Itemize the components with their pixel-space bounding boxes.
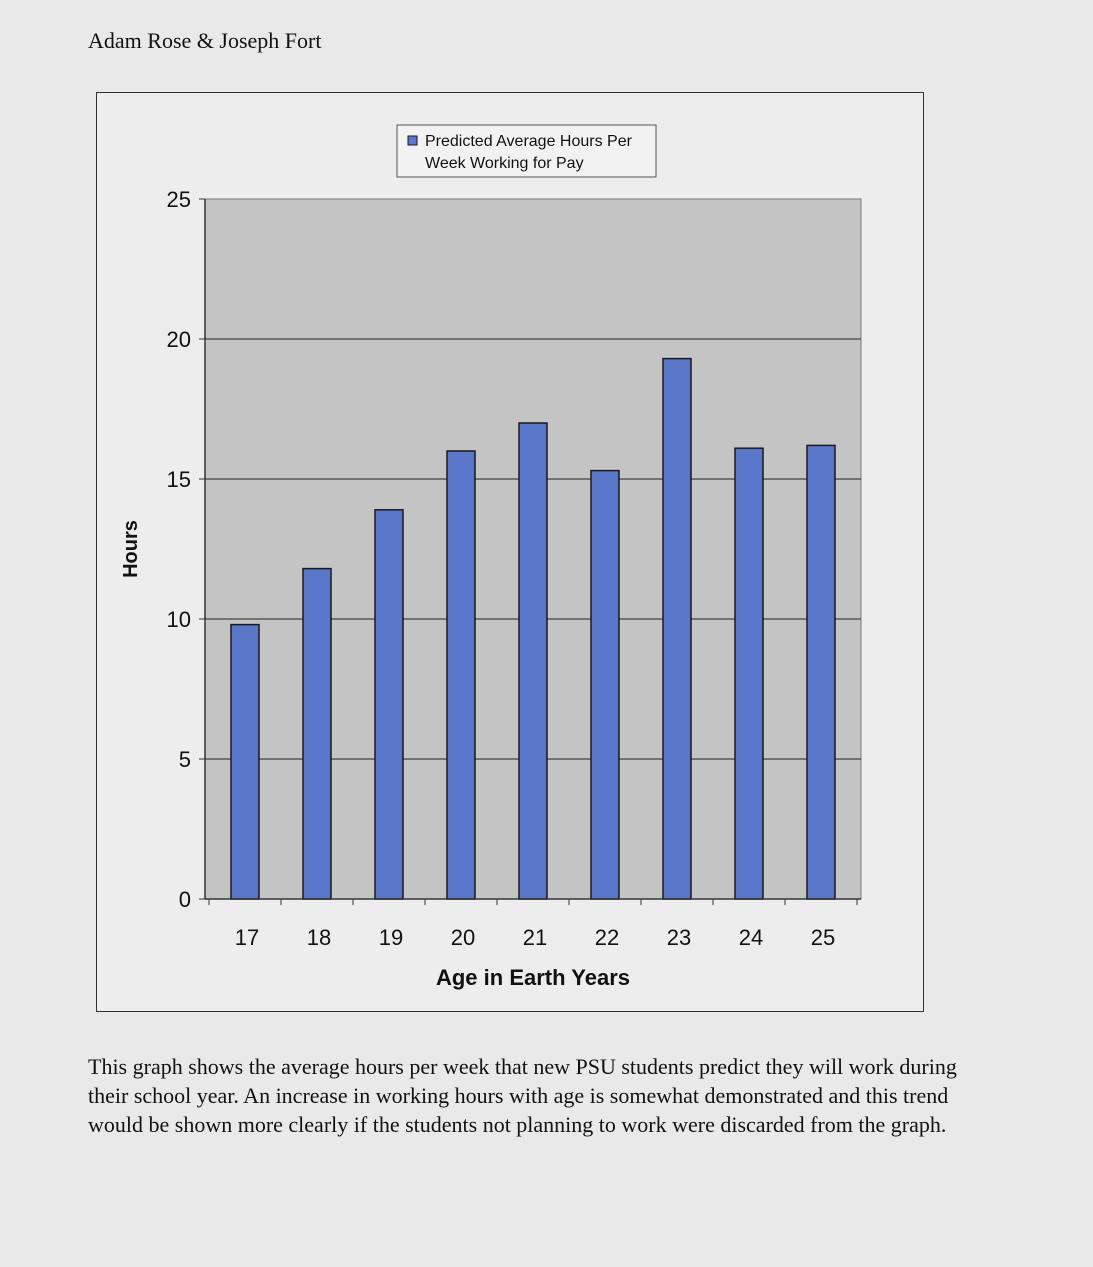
legend-label-line2: Week Working for Pay <box>425 155 584 172</box>
x-tick-label: 19 <box>379 925 403 950</box>
y-tick-label: 0 <box>179 887 191 912</box>
bar <box>590 469 620 900</box>
bar <box>662 357 692 900</box>
legend-box <box>396 124 657 178</box>
y-tick-label: 5 <box>179 747 191 772</box>
x-tick-label: 21 <box>523 925 547 950</box>
legend: Predicted Average Hours Per Week Working… <box>396 124 657 178</box>
bar-chart: 0 5 10 15 20 25 17 18 19 20 21 22 23 24 25 Age in Ear… <box>120 124 862 990</box>
x-tick-label: 24 <box>739 925 763 950</box>
x-tick-label: 22 <box>595 925 619 950</box>
y-tick-label: 25 <box>167 187 191 212</box>
x-tick-label: 20 <box>451 925 475 950</box>
authors-line: Adam Rose & Joseph Fort <box>88 28 322 53</box>
bar <box>806 444 836 900</box>
x-tick-label: 25 <box>811 925 835 950</box>
bar <box>374 509 404 900</box>
bar <box>446 450 476 900</box>
x-tick-label: 18 <box>307 925 331 950</box>
x-tick-label: 23 <box>667 925 691 950</box>
legend-label-line1: Predicted Average Hours Per <box>425 133 633 150</box>
legend-swatch <box>407 135 418 146</box>
chart-frame: 0 5 10 15 20 25 17 18 19 20 21 22 23 24 25 Age in Ear… <box>96 92 924 1012</box>
figure-caption: This graph shows the average hours per w… <box>88 1054 957 1137</box>
x-axis-title: Age in Earth Years <box>436 965 630 990</box>
x-axis: 17 18 19 20 21 22 23 24 25 <box>204 199 861 950</box>
y-axis-ticks: 0 5 10 15 20 25 <box>167 187 205 912</box>
y-tick-label: 15 <box>167 467 191 492</box>
y-axis-title: Hours <box>120 520 142 578</box>
x-tick-label: 17 <box>235 925 259 950</box>
bar <box>518 422 548 900</box>
y-tick-label: 20 <box>167 327 191 352</box>
bar <box>302 567 332 900</box>
bar <box>734 447 764 900</box>
y-tick-label: 10 <box>167 607 191 632</box>
bar <box>230 623 260 900</box>
